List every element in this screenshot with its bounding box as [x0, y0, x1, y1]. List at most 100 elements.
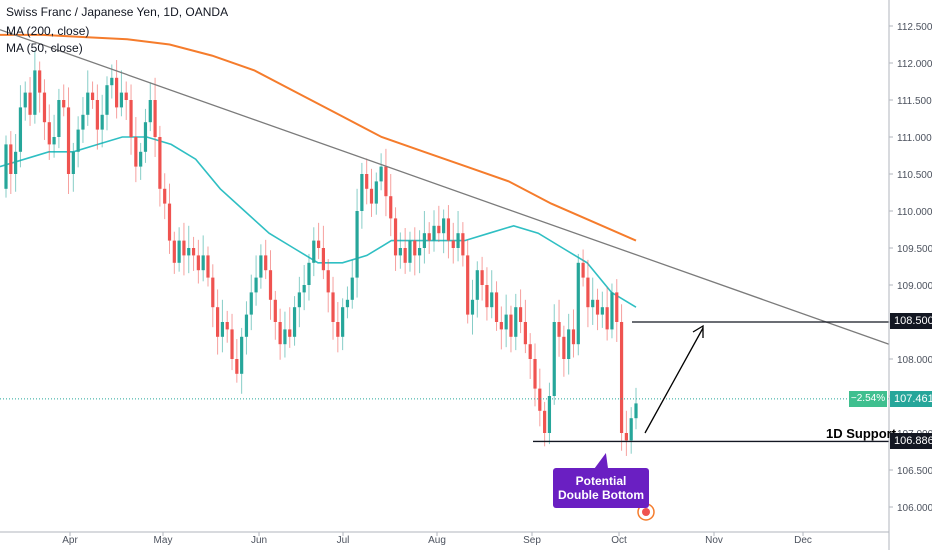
candle-body: [321, 248, 326, 271]
candle-body: [485, 285, 489, 308]
candle-body: [557, 322, 561, 337]
symbol-legend[interactable]: Swiss Franc / Japanese Yen, 1D, OANDA: [6, 5, 229, 19]
candle-body: [605, 307, 609, 330]
candle-body: [600, 307, 604, 315]
candle-body: [105, 85, 109, 115]
candle-body: [148, 100, 152, 123]
y-tick-label: 106.500: [897, 466, 932, 477]
candle-body: [38, 70, 42, 93]
candle-body: [283, 329, 287, 345]
candle-body: [14, 151, 18, 174]
candle-body: [499, 322, 503, 330]
x-tick-label: Oct: [611, 535, 627, 546]
candle-body: [490, 292, 494, 308]
candle-body: [355, 211, 359, 278]
candle-body: [494, 292, 499, 322]
candle-body: [268, 270, 273, 300]
candle-body: [547, 396, 552, 433]
y-tick-label: 109.500: [897, 244, 932, 255]
ma200-polyline: [0, 33, 637, 242]
candle-body: [427, 233, 431, 241]
ma50-legend[interactable]: MA (50, close): [6, 41, 83, 55]
candle-body: [76, 129, 80, 152]
candle-body: [216, 307, 220, 337]
candle-body: [225, 322, 229, 330]
support-price-tag: 106.886: [890, 433, 932, 449]
double-bottom-callout[interactable]: Potential Double Bottom: [553, 468, 649, 508]
candle-body: [139, 151, 143, 167]
candle-body: [446, 218, 451, 241]
candle-body: [393, 218, 398, 256]
candle-body: [528, 344, 532, 359]
candle-body: [182, 240, 186, 256]
change-percent-tag: −2.54%: [849, 391, 887, 407]
candle-body: [278, 322, 282, 345]
candle-body: [475, 270, 479, 300]
candle-body: [470, 299, 475, 315]
x-tick-label: Nov: [705, 535, 723, 546]
candle-body: [52, 137, 56, 145]
candle-body: [254, 277, 258, 293]
candle-body: [552, 322, 556, 396]
candle-body: [119, 92, 124, 108]
candle-body: [365, 174, 369, 189]
last-price-tag: 107.461: [890, 391, 932, 407]
candle-body: [28, 92, 32, 115]
candle-body: [264, 255, 268, 271]
support-label: 1D Support: [826, 426, 897, 441]
y-tick-label: 111.000: [897, 133, 932, 144]
candle-body: [115, 77, 119, 108]
x-tick-label: Aug: [428, 535, 446, 546]
candle-body: [86, 92, 90, 115]
candle-body: [538, 388, 542, 411]
candle-body: [42, 92, 47, 123]
y-tick-label: 112.000: [897, 59, 932, 70]
y-tick-label: 106.000: [897, 503, 932, 514]
candle-body: [466, 255, 470, 315]
candle-body: [456, 233, 460, 248]
candle-body: [201, 255, 205, 271]
candle-body: [177, 240, 181, 263]
candle-body: [302, 285, 306, 293]
candle-body: [461, 233, 465, 256]
candle-body: [571, 329, 576, 345]
candle-body: [595, 299, 600, 315]
candle-body: [158, 137, 162, 189]
candle-body: [629, 418, 633, 441]
candle-body: [288, 329, 292, 337]
candle-body: [316, 240, 321, 248]
candle-body: [90, 92, 95, 100]
x-tick-label: Jul: [337, 535, 350, 546]
candle-body: [350, 277, 354, 300]
candlestick-series: [4, 50, 638, 456]
candle-body: [403, 248, 407, 263]
candle-body: [624, 433, 628, 441]
candle-body: [514, 307, 518, 337]
descending-trendline: [0, 29, 890, 345]
x-tick-label: Jun: [251, 535, 267, 546]
candle-body: [292, 307, 297, 337]
candle-body: [442, 218, 446, 234]
candle-body: [576, 262, 580, 345]
drawing-overlays: [0, 29, 890, 521]
candle-body: [163, 188, 167, 204]
candle-body: [273, 299, 277, 322]
candle-body: [62, 100, 66, 108]
candle-body: [360, 174, 364, 211]
ma200-legend[interactable]: MA (200, close): [6, 24, 90, 38]
candle-body: [81, 114, 85, 130]
candle-body: [543, 410, 547, 433]
candle-body: [336, 322, 340, 337]
candle-body: [615, 292, 619, 322]
candle-body: [417, 248, 422, 256]
candle-body: [18, 107, 23, 152]
candle-body: [187, 248, 191, 256]
projection-arrow: [644, 327, 704, 434]
candle-body: [634, 403, 638, 419]
candle-body: [509, 314, 513, 337]
candle-body: [345, 299, 350, 308]
candle-body: [422, 233, 426, 248]
candle-body: [432, 225, 436, 241]
